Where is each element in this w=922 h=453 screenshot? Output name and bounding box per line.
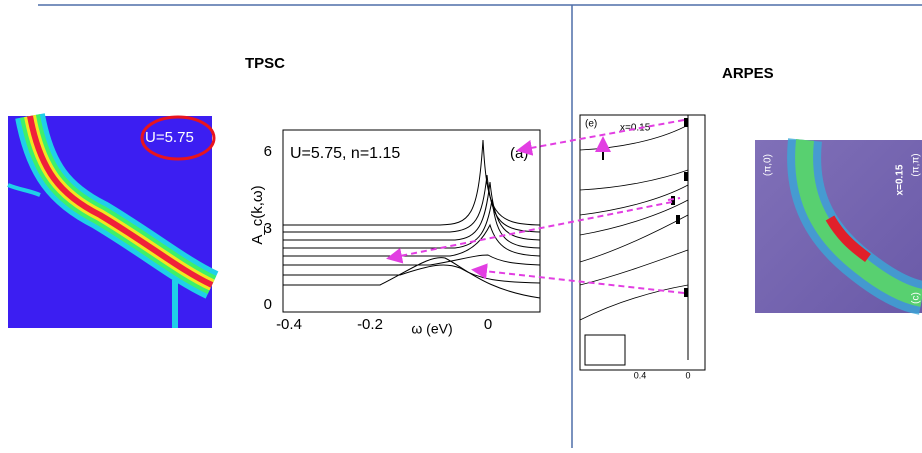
panel-label: (c) <box>911 292 922 304</box>
y-axis-label: A_c(k,ω) <box>249 185 266 244</box>
arpes-title: ARPES <box>722 65 774 82</box>
plot-annotation: U=5.75, n=1.15 <box>290 145 400 162</box>
tpsc-plot: U=5.75, n=1.15 (a) A_c(k,ω) 6 3 0 -0.4 -… <box>249 129 541 337</box>
x-tick-label: 0 <box>685 370 690 380</box>
arrows <box>386 119 685 294</box>
map-label: U=5.75 <box>145 129 194 146</box>
tpsc-title: TPSC <box>245 55 285 72</box>
corner-label: (π,π) <box>911 153 922 176</box>
y-tick-label: 0 <box>264 296 272 313</box>
doping-label: x=0.15 <box>895 164 906 195</box>
arpes-map: (π,0) x=0.15 (π,π) (c) <box>755 138 922 315</box>
y-tick-label: 6 <box>264 143 272 160</box>
x-axis-label: ω (eV) <box>411 321 452 337</box>
x-tick-label: 0 <box>484 316 492 333</box>
corner-label: (π,0) <box>763 154 774 176</box>
y-tick-label: 3 <box>264 220 272 237</box>
x-tick-label: -0.4 <box>276 316 302 333</box>
doping-label: x=0.15 <box>620 123 651 134</box>
panel-label: (e) <box>585 119 597 130</box>
arpes-plot: (e) x=0.15 0.4 0 <box>579 114 706 380</box>
tpsc-map: U=5.75 <box>7 113 219 328</box>
panel-label: (a) <box>510 145 528 162</box>
x-tick-label: -0.2 <box>357 316 383 333</box>
x-tick-label: 0.4 <box>634 370 647 380</box>
